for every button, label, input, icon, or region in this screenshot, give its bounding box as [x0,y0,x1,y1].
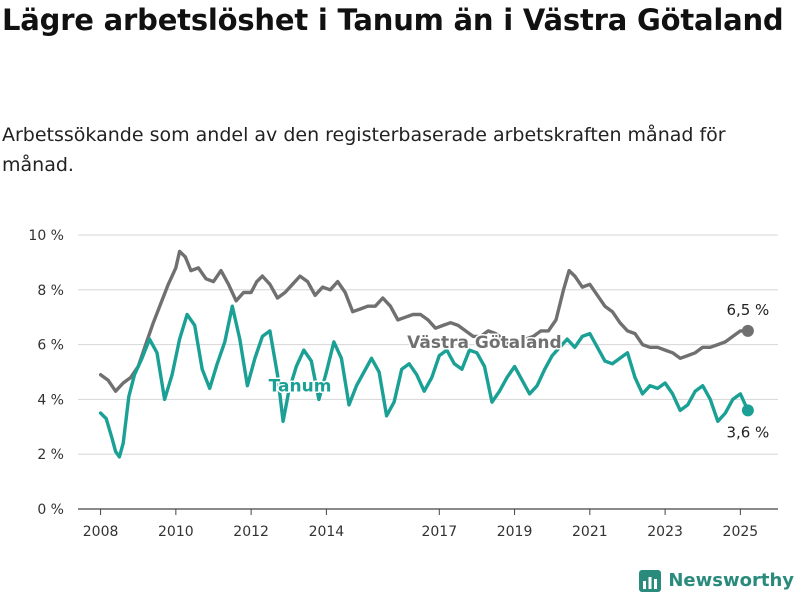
vastra-gotaland-line [98,249,750,393]
y-tick-label: 0 % [37,502,64,518]
x-tick-label: 2025 [723,524,759,540]
x-tick-label: 2012 [233,524,269,540]
chart-series-labels: 6,5 % 3,6 % Västra Götaland Tanum [267,299,771,442]
x-tick-label: 2010 [158,524,194,540]
y-axis-ticks: 0 % 2 % 4 % 6 % 8 % 10 % [28,228,64,518]
chart-gridlines [78,234,778,510]
chart-series [98,249,754,459]
series-label-tanum: Tanum [269,377,332,397]
y-tick-label: 8 % [37,283,64,299]
series-label-vastra-gotaland: Västra Götaland [407,333,562,353]
newsworthy-logo-icon [639,570,662,592]
x-tick-label: 2008 [83,524,119,540]
y-tick-label: 6 % [37,338,64,354]
y-tick-label: 2 % [37,447,64,463]
x-tick-label: 2014 [309,524,345,540]
y-tick-label: 10 % [28,228,64,244]
y-tick-label: 4 % [37,392,64,408]
tanum-line [98,304,750,459]
chart-subtitle: Arbetssökande som andel av den registerb… [2,124,726,176]
newsworthy-brand: Newsworthy [639,568,794,592]
vastra-gotaland-end-marker [741,324,754,337]
vastra-gotaland-end-label: 6,5 % [726,301,769,319]
x-tick-label: 2017 [421,524,457,540]
tanum-end-marker [741,404,754,417]
x-tick-label: 2021 [572,524,608,540]
brand-name: Newsworthy [668,569,794,591]
chart-title: Lägre arbetslöshet i Tanum än i Västra G… [2,3,784,37]
x-tick-label: 2019 [497,524,533,540]
x-tick-label: 2023 [647,524,683,540]
x-axis: 2008 2010 2012 2014 2017 2019 2021 2023 2025 [83,509,758,540]
tanum-end-label: 3,6 % [726,423,769,441]
